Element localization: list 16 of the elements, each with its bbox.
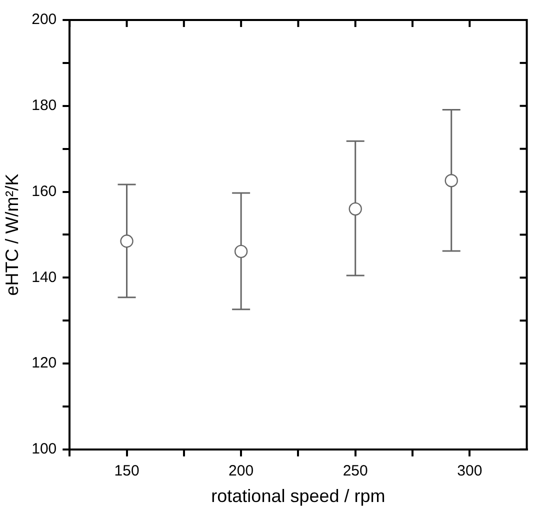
y-tick-label: 140 — [32, 268, 57, 286]
x-tick-label: 250 — [342, 462, 368, 480]
y-tick-label: 100 — [32, 440, 57, 458]
y-axis-title: eHTC / W/m²/K — [2, 174, 22, 296]
point — [444, 174, 458, 188]
y-tick-label: 160 — [32, 182, 57, 200]
y-tick-label: 200 — [32, 11, 57, 28]
x-axis-title: rotational speed / rpm — [211, 486, 386, 506]
x-tick-label: 300 — [457, 462, 482, 480]
y-tick-label: 180 — [32, 97, 57, 114]
point — [120, 234, 134, 248]
y-tick-label: 120 — [32, 354, 57, 372]
x-tick-label: 200 — [228, 462, 254, 480]
x-tick-label: 150 — [114, 462, 140, 480]
point — [234, 244, 248, 258]
point — [348, 202, 362, 216]
